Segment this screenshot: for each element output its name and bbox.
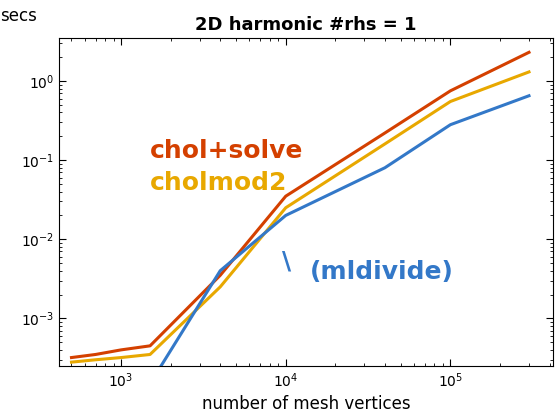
Text: chol+solve: chol+solve: [150, 139, 304, 163]
Title: 2D harmonic #rhs = 1: 2D harmonic #rhs = 1: [195, 16, 417, 34]
Text: cholmod2: cholmod2: [150, 171, 287, 194]
Text: (mldivide): (mldivide): [310, 260, 454, 284]
Text: secs: secs: [0, 7, 36, 25]
X-axis label: number of mesh vertices: number of mesh vertices: [202, 395, 410, 413]
Text: \: \: [282, 250, 291, 274]
